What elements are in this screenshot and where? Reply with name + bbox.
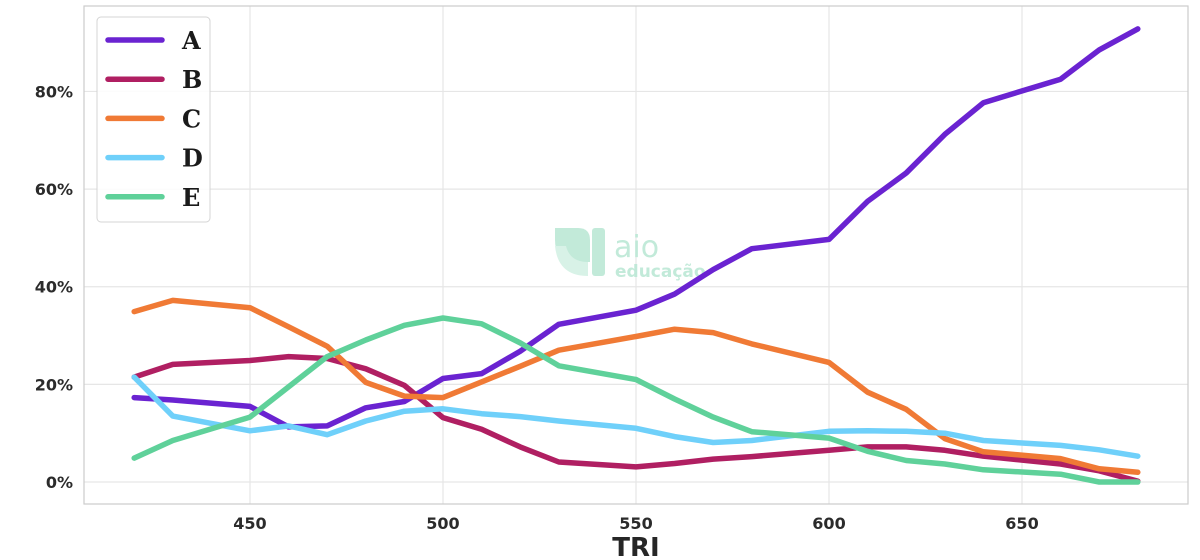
series-layer [131,26,1141,485]
watermark-logo-icon [555,228,605,276]
y-tick-label: 60% [35,180,73,199]
plot-frame [83,5,1189,505]
legend-label-d: D [182,144,203,173]
x-tick-label: 600 [812,514,845,533]
y-tick-label: 40% [35,278,73,297]
watermark-title: aio [614,230,659,265]
x-axis-label: TRI [612,533,659,560]
grid-lines [84,6,1188,504]
y-tick-label: 80% [35,82,73,101]
series-line-b [131,353,1141,484]
x-tick-label: 500 [426,514,459,533]
y-tick-label: 20% [35,375,73,394]
legend-label-e: E [182,183,200,212]
series-line-d [131,374,1141,459]
legend-label-c: C [182,104,201,133]
x-axis-ticks: 450 500 550 600 650 [233,514,1038,533]
watermark-subtitle: educação [615,262,706,282]
y-tick-label: 0% [46,473,73,492]
x-tick-label: 550 [619,514,652,533]
y-axis-ticks: 0% 20% 40% 60% 80% [35,82,73,492]
series-line-e [131,315,1141,485]
x-tick-label: 650 [1005,514,1038,533]
legend-label-a: A [181,26,201,55]
x-tick-label: 450 [233,514,266,533]
legend-label-b: B [182,65,202,94]
watermark: aio educação [555,228,706,282]
series-line-a [131,26,1141,430]
series-line-c [131,297,1141,476]
